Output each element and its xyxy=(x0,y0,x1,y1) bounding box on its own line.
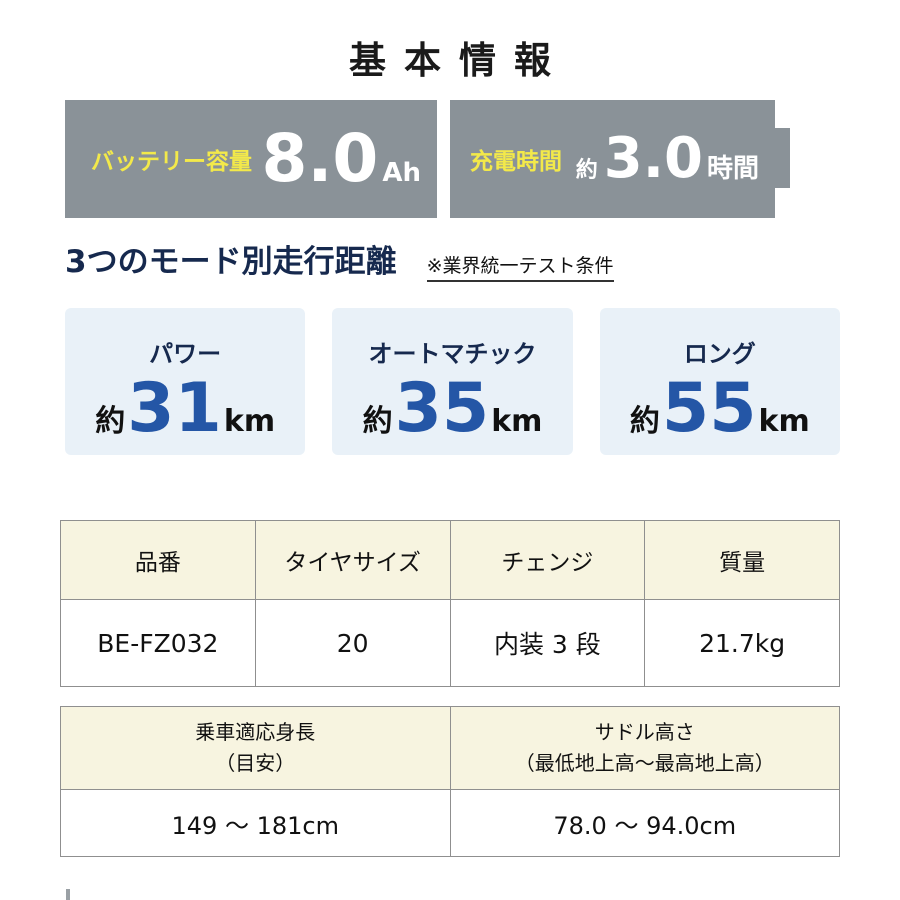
battery-capacity-label: バッテリー容量 xyxy=(91,149,252,175)
mode-value-prefix: 約 xyxy=(629,404,660,439)
page-title: 基本情報 xyxy=(349,39,569,82)
mode-value-unit: km xyxy=(758,404,810,439)
mode-card-automatic: オートマチック 約 35 km xyxy=(332,308,573,455)
mode-value-row: 約 35 km xyxy=(332,375,572,443)
fit-header-saddle-height-line1: サドル高さ xyxy=(594,720,695,744)
banner-divider xyxy=(437,100,450,218)
charging-time-label: 充電時間 xyxy=(470,149,562,175)
mode-value: 31 xyxy=(127,369,222,448)
spec-table-header-row: 品番 タイヤサイズ チェンジ 質量 xyxy=(60,520,840,600)
battery-capacity-panel: バッテリー容量 8.0 Ah xyxy=(65,100,437,218)
charging-time-value: 3.0 xyxy=(603,126,703,191)
battery-capacity-value: 8.0 xyxy=(261,120,379,197)
spec-value-tire-size: 20 xyxy=(254,599,451,687)
mode-value-prefix: 約 xyxy=(362,404,393,439)
fit-header-saddle-height: サドル高さ （最低地上高～最高地上高） xyxy=(449,706,840,790)
spec-value-model-number: BE-FZ032 xyxy=(60,599,256,687)
charging-time-prefix: 約 xyxy=(575,158,598,183)
banner-side-tab xyxy=(775,128,790,188)
fit-table: 乗車適応身長 （目安） サドル高さ （最低地上高～最高地上高） 149 ～ 18… xyxy=(60,706,840,857)
cropped-next-section-artifact xyxy=(66,889,70,900)
mode-value: 55 xyxy=(661,369,757,448)
fit-value-saddle-height: 78.0 ～ 94.0cm xyxy=(449,789,840,857)
battery-capacity-value-group: 8.0 Ah xyxy=(261,126,421,192)
modes-heading: 3つのモード別走行距離 xyxy=(65,244,397,280)
spec-header-tire-size: タイヤサイズ xyxy=(254,520,451,600)
mode-card-long: ロング 約 55 km xyxy=(599,308,840,455)
fit-header-rider-height: 乗車適応身長 （目安） xyxy=(60,706,451,790)
mode-name: パワー xyxy=(149,340,222,368)
mode-value-unit: km xyxy=(491,404,543,439)
spec-table: 品番 タイヤサイズ チェンジ 質量 BE-FZ032 20 内装 3 段 21.… xyxy=(60,520,840,687)
mode-value: 35 xyxy=(394,369,490,448)
mode-value-row: 約 31 km xyxy=(65,375,305,443)
mode-value-row: 約 55 km xyxy=(600,375,840,443)
battery-capacity-unit: Ah xyxy=(382,158,421,188)
battery-charging-banner: バッテリー容量 8.0 Ah 充電時間 約 3.0 時間 xyxy=(65,100,790,218)
charging-time-panel: 充電時間 約 3.0 時間 xyxy=(450,100,775,218)
charging-time-value-group: 約 3.0 時間 xyxy=(576,131,759,187)
fit-table-row: 149 ～ 181cm 78.0 ～ 94.0cm xyxy=(60,789,840,857)
fit-header-rider-height-line2: （目安） xyxy=(215,751,296,775)
fit-header-saddle-height-line2: （最低地上高～最高地上高） xyxy=(514,751,775,775)
fit-table-header-row: 乗車適応身長 （目安） サドル高さ （最低地上高～最高地上高） xyxy=(60,706,840,790)
mode-card-power: パワー 約 31 km xyxy=(65,308,306,455)
spec-value-weight: 21.7kg xyxy=(644,599,840,687)
spec-table-row: BE-FZ032 20 内装 3 段 21.7kg xyxy=(60,599,840,687)
fit-value-rider-height: 149 ～ 181cm xyxy=(60,789,451,857)
spec-header-model-number: 品番 xyxy=(60,520,256,600)
modes-test-condition-note: ※業界統一テスト条件 xyxy=(426,251,614,282)
charging-time-unit: 時間 xyxy=(706,154,759,184)
spec-value-gear-change: 内装 3 段 xyxy=(449,599,646,687)
mode-distance-cards: パワー 約 31 km オートマチック 約 35 km ロング 約 55 km xyxy=(65,308,840,455)
mode-name: オートマチック xyxy=(368,340,537,368)
spec-header-weight: 質量 xyxy=(644,520,840,600)
mode-name: ロング xyxy=(683,340,756,368)
spec-header-gear-change: チェンジ xyxy=(449,520,646,600)
mode-value-prefix: 約 xyxy=(95,404,126,439)
fit-header-rider-height-line1: 乗車適応身長 xyxy=(195,720,316,744)
mode-value-unit: km xyxy=(223,404,276,439)
modes-heading-row: 3つのモード別走行距離 ※業界統一テスト条件 xyxy=(65,236,614,282)
